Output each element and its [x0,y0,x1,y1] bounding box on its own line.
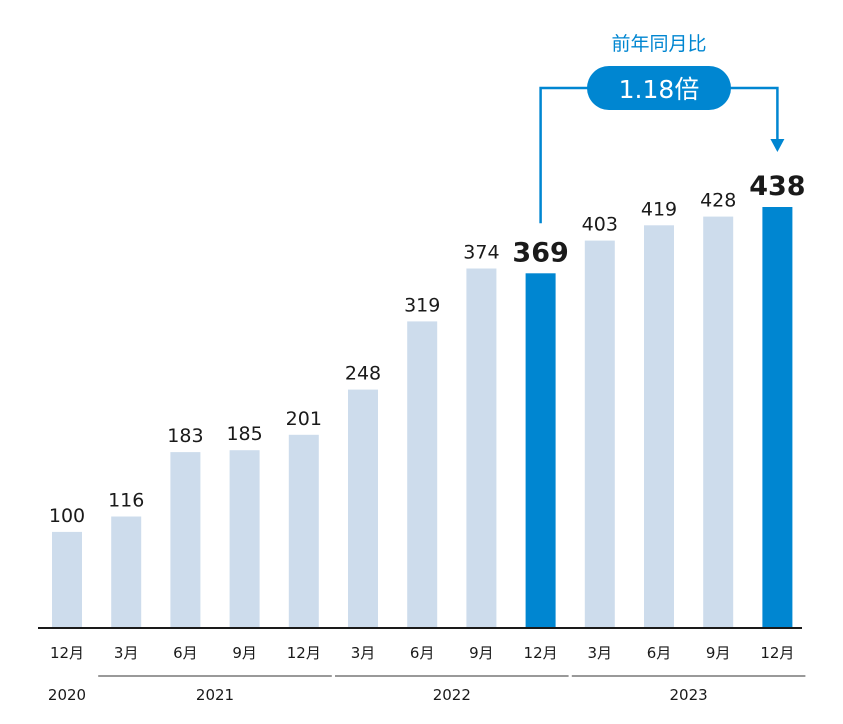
year-label-2023: 2023 [670,686,708,704]
bar-9 [584,240,615,628]
value-label-9: 403 [582,214,618,236]
year-label-2021: 2021 [196,686,234,704]
month-label-4: 12月 [287,644,321,662]
month-label-1: 3月 [114,644,139,662]
annotation-arrowhead [770,139,785,152]
year-groups: 2020 2021 2022 2023 [48,675,806,704]
year-label-2020: 2020 [48,686,86,704]
bar-1 [111,516,142,628]
value-label-1: 116 [108,490,144,512]
month-label-7: 9月 [469,644,494,662]
yoy-annotation: 1.18倍 前年同月比 [539,33,785,224]
annotation-value: 1.18倍 [619,75,700,104]
bar-3 [229,450,260,628]
bar-2 [170,452,201,628]
value-label-6: 319 [404,294,440,316]
value-label-8: 369 [512,237,568,268]
annotation-pill [587,66,731,110]
value-label-3: 185 [226,423,262,445]
bar-4 [288,434,319,628]
value-labels-group: 100 116 183 185 201 248 319 374 369 403 419 428 438 [49,171,806,527]
bar-10 [644,225,674,629]
bar-6 [407,321,438,628]
bar-0 [52,531,82,628]
month-label-5: 3月 [351,644,376,662]
month-label-3: 9月 [232,644,257,662]
month-label-11: 9月 [706,644,731,662]
month-label-0: 12月 [50,644,84,662]
annotation-title: 前年同月比 [611,33,706,55]
value-label-10: 419 [641,198,677,220]
month-label-9: 3月 [588,644,613,662]
month-label-8: 12月 [524,644,558,662]
value-label-0: 100 [49,505,85,527]
value-label-2: 183 [167,425,203,447]
value-label-12: 438 [749,171,805,202]
year-label-2022: 2022 [433,686,471,704]
value-label-5: 248 [345,363,381,385]
month-labels-group: 12月 3月 6月 9月 12月 3月 6月 9月 12月 3月 6月 9月 12月 [50,644,794,662]
month-label-10: 6月 [647,644,672,662]
value-label-7: 374 [463,242,499,264]
bars-group [52,207,793,629]
bar-7 [466,268,497,628]
value-label-4: 201 [286,408,322,430]
month-label-12: 12月 [760,644,794,662]
bar-8 [525,273,556,628]
bar-11 [703,216,734,628]
month-label-6: 6月 [410,644,435,662]
bar-5 [348,389,378,628]
month-label-2: 6月 [173,644,198,662]
value-label-11: 428 [700,190,736,212]
bar-12 [762,207,793,628]
